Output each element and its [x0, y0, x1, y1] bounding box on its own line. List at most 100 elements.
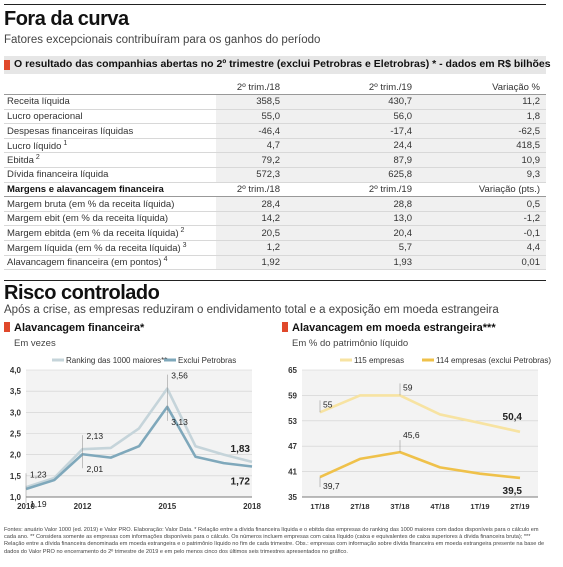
- y-tick-label: 59: [288, 391, 297, 400]
- fx-leverage-chart: 35 41 47 53 59 65 1T/18 2T/18 3T/18 4T/18 1T/19 2T/…: [288, 356, 551, 511]
- table-header-row: 2º trim./18 2º trim./19 Variação %: [4, 80, 546, 96]
- row-value: -0,1: [418, 225, 546, 242]
- row-value: 418,5: [418, 138, 546, 154]
- table-row: Lucro operacional 55,0 56,0 1,8: [4, 109, 546, 125]
- data-label: 1,23: [30, 469, 47, 479]
- data-label: 1,19: [30, 499, 47, 509]
- x-tick-label: 2018: [243, 502, 261, 511]
- row-label: Margem ebitda (em % da receita líquida) …: [4, 225, 216, 242]
- y-tick-label: 3,0: [10, 408, 22, 417]
- row-value: 56,0: [286, 109, 418, 125]
- chart2-subtitle: Em % do patrimônio líquido: [292, 338, 409, 349]
- y-tick-label: 1,0: [10, 493, 22, 502]
- row-label: Dívida financeira líquida: [4, 167, 216, 183]
- data-label: 55: [323, 399, 333, 409]
- legend-label: Exclui Petrobras: [178, 356, 236, 365]
- y-tick-label: 2,5: [10, 430, 22, 439]
- row-value: 20,4: [286, 225, 418, 242]
- x-tick-label: 3T/18: [390, 502, 409, 511]
- chart1-marker-icon: [4, 322, 10, 332]
- page-subtitle: Fatores excepcionais contribuíram para o…: [4, 34, 321, 46]
- footnote-ref: 1: [61, 139, 68, 147]
- footnote-ref: 2: [33, 154, 40, 162]
- row-label: Margem líquida (em % da receita líquida)…: [4, 240, 216, 256]
- row-value: 55,0: [216, 109, 286, 125]
- x-tick-label: 2T/18: [350, 502, 369, 511]
- row-value: 14,2: [216, 211, 286, 227]
- row-value: 9,3: [418, 167, 546, 183]
- y-tick-label: 53: [288, 417, 297, 426]
- x-tick-label: 2010: [17, 502, 35, 511]
- row-value: 4,4: [418, 240, 546, 256]
- y-tick-label: 4,0: [10, 366, 22, 375]
- table-row: Dívida financeira líquida 572,3 625,8 9,3: [4, 167, 546, 183]
- chart1-title: Alavancagem financeira*: [4, 322, 144, 334]
- row-value: 4,7: [216, 138, 286, 154]
- y-tick-label: 47: [288, 442, 297, 451]
- row-value: 24,4: [286, 138, 418, 154]
- row-value: 28,8: [286, 196, 418, 212]
- row-label: Margem bruta (em % da receita líquida): [4, 196, 216, 212]
- row-value: 572,3: [216, 167, 286, 183]
- y-tick-label: 35: [288, 493, 297, 502]
- table-row: Alavancagem financeira (em pontos) 4 1,92…: [4, 255, 546, 271]
- page-title: Fora da curva: [4, 8, 129, 30]
- table-header-cell: [4, 80, 216, 96]
- table-row: Margem ebitda (em % da receita líquida) …: [4, 225, 546, 242]
- plot-area: [302, 370, 538, 497]
- chart2-title: Alavancagem em moeda estrangeira***: [282, 322, 496, 334]
- table-subheader-row: Margens e alavancagem financeira 2º trim.…: [4, 182, 546, 198]
- row-value: 20,5: [216, 225, 286, 242]
- chart2-marker-icon: [282, 322, 288, 332]
- row-value: -62,5: [418, 123, 546, 139]
- table-header-cell: 2º trim./19: [286, 182, 418, 198]
- row-value: 11,2: [418, 94, 546, 110]
- series-line-2: [319, 450, 521, 480]
- data-label: 59: [403, 382, 413, 392]
- table-row: Margem bruta (em % da receita líquida) 28…: [4, 196, 546, 212]
- table-header-cell: Margens e alavancagem financeira: [4, 182, 216, 198]
- row-label: Ebitda 2: [4, 152, 216, 169]
- row-label: Despesas financeiras líquidas: [4, 123, 216, 139]
- series-line-1: [319, 394, 521, 434]
- row-value: 0,5: [418, 196, 546, 212]
- table-row: Receita líquida 358,5 430,7 11,2: [4, 94, 546, 110]
- row-value: 1,2: [216, 240, 286, 256]
- row-value: -17,4: [286, 123, 418, 139]
- footnote: Fontes: anuário Valor 1000 (ed. 2019) e …: [4, 527, 545, 555]
- table-header-cell: 2º trim./18: [216, 80, 286, 96]
- footnote-ref: 4: [161, 256, 168, 264]
- row-label: Lucro operacional: [4, 109, 216, 125]
- leverage-chart: 1,0 1,5 2,0 2,5 3,0 3,5 4,0 2010 2012 2015 2018 Ran…: [10, 356, 262, 511]
- y-tick-label: 1,5: [10, 472, 22, 481]
- row-value: 430,7: [286, 94, 418, 110]
- top-rule: [4, 4, 546, 5]
- footnote-ref: 2: [178, 227, 185, 235]
- table-row: Lucro líquido 1 4,7 24,4 418,5: [4, 138, 546, 154]
- table-header-cell: 2º trim./19: [286, 80, 418, 96]
- row-value: 87,9: [286, 152, 418, 169]
- data-label: 2,01: [87, 464, 104, 474]
- data-label: 1,83: [231, 444, 251, 455]
- table-section-title: O resultado das companhias abertas no 2º…: [14, 58, 551, 70]
- x-tick-label: 2015: [158, 502, 176, 511]
- row-value: 1,93: [286, 255, 418, 271]
- data-label: 39,5: [503, 486, 523, 497]
- data-label: 39,7: [323, 481, 340, 491]
- row-value: 358,5: [216, 94, 286, 110]
- row-value: 10,9: [418, 152, 546, 169]
- row-label: Lucro líquido 1: [4, 138, 216, 154]
- row-value: 625,8: [286, 167, 418, 183]
- footnote-ref: 3: [180, 241, 187, 249]
- table-section-header: O resultado das companhias abertas no 2º…: [4, 56, 551, 74]
- x-tick-label: 2012: [74, 502, 92, 511]
- section-marker-icon: [4, 60, 10, 70]
- chart1-subtitle: Em vezes: [14, 338, 56, 349]
- row-value: 13,0: [286, 211, 418, 227]
- x-tick-label: 4T/18: [430, 502, 449, 511]
- row-value: -1,2: [418, 211, 546, 227]
- row-value: 28,4: [216, 196, 286, 212]
- x-tick-label: 2T/19: [510, 502, 529, 511]
- y-tick-label: 41: [288, 468, 297, 477]
- x-tick-label: 1T/19: [470, 502, 489, 511]
